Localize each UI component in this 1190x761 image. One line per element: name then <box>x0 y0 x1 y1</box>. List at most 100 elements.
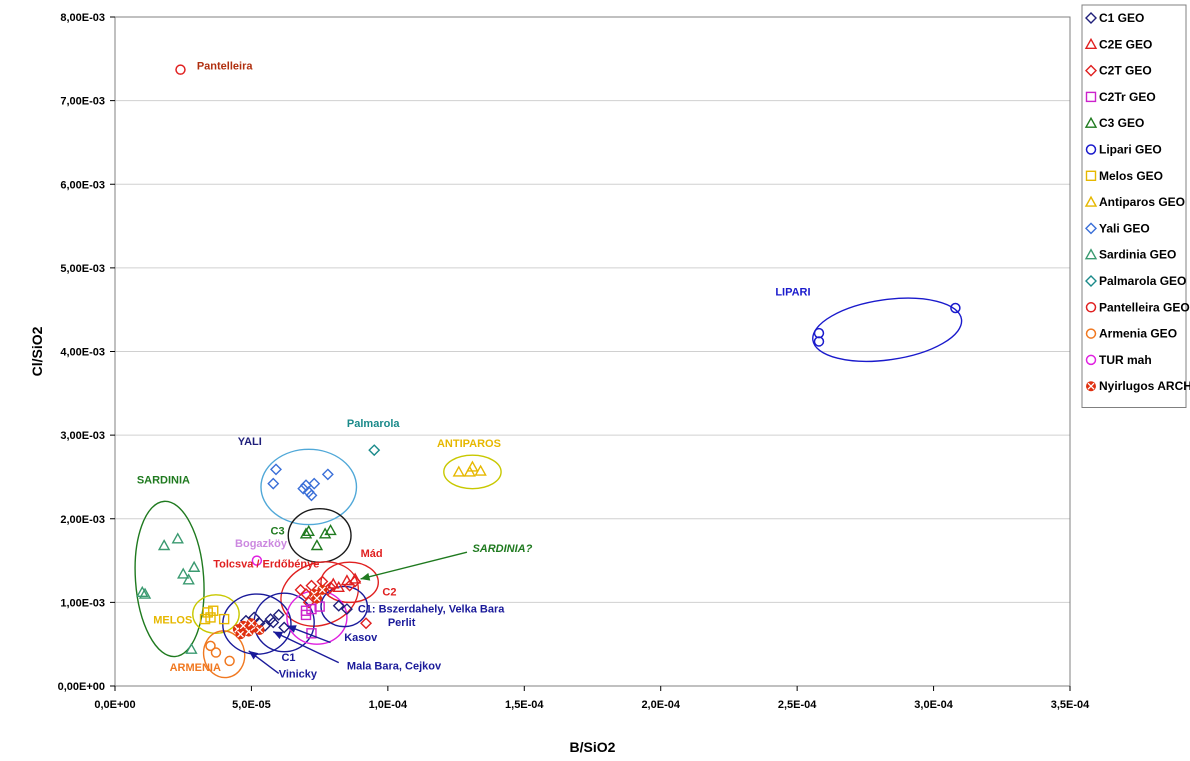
data-point-cross <box>256 626 264 634</box>
annotation-label: Tolcsva / Erdőbénye <box>213 558 319 570</box>
data-point <box>208 605 219 616</box>
data-point <box>308 477 321 490</box>
x-tick-label: 3,0E-04 <box>914 699 953 711</box>
arrow-head <box>360 572 371 581</box>
data-point <box>324 581 337 594</box>
data-point <box>360 617 373 630</box>
x-tick-label: 1,0E-04 <box>369 699 408 711</box>
legend-marker <box>1084 195 1098 207</box>
data-point <box>185 642 198 654</box>
data-point <box>813 336 825 347</box>
legend-label: C2Tr GEO <box>1099 90 1156 104</box>
data-point <box>205 640 216 652</box>
data-point <box>199 613 211 625</box>
legend-label: Antiparos GEO <box>1099 195 1185 209</box>
group-ellipse <box>287 508 352 563</box>
legend-label: C2T GEO <box>1099 64 1152 78</box>
data-point <box>218 613 230 625</box>
legend-label: Melos GEO <box>1099 169 1163 183</box>
data-point <box>368 444 381 457</box>
arrow-head <box>273 631 284 640</box>
data-point <box>318 527 332 539</box>
annotation-label: Palmarola <box>347 418 400 430</box>
group-ellipse <box>320 585 369 628</box>
data-point <box>297 482 310 495</box>
annotation-label: ANTIPAROS <box>437 438 501 450</box>
data-point <box>269 463 282 476</box>
data-point <box>177 567 190 579</box>
legend-marker <box>1085 91 1097 103</box>
annotation-label: Pantelleira <box>197 61 254 73</box>
x-tick-label: 2,5E-04 <box>778 699 817 711</box>
legend-label: TUR mah <box>1099 353 1152 367</box>
data-point <box>205 612 216 623</box>
data-point <box>299 527 313 539</box>
group-ellipse <box>134 500 205 658</box>
x-tick-label: 2,0E-04 <box>641 699 680 711</box>
legend-label: C3 GEO <box>1099 116 1144 130</box>
data-point-cross <box>239 622 247 630</box>
data-point <box>187 560 201 572</box>
legend-marker <box>1085 222 1097 235</box>
y-tick-label: 6,00E-03 <box>60 179 105 191</box>
legend-label: C2E GEO <box>1099 37 1152 51</box>
legend-marker <box>1085 354 1097 366</box>
y-tick-label: 8,00E-03 <box>60 12 105 24</box>
annotation-label: ARMENIA <box>170 662 221 674</box>
y-tick-label: 1,00E-03 <box>60 597 105 609</box>
data-point <box>171 532 184 544</box>
legend-marker <box>1084 116 1098 128</box>
legend-label: Yali GEO <box>1099 221 1150 235</box>
annotation-label: SARDINIA? <box>472 543 532 555</box>
data-point <box>306 603 317 615</box>
data-point-cross <box>318 586 326 594</box>
annotation-label: Mala Bara, Cejkov <box>347 660 442 672</box>
annotation-label: LIPARI <box>775 286 810 298</box>
legend-marker <box>1084 248 1098 260</box>
annotation-label: C3 <box>271 526 285 538</box>
data-point <box>300 609 312 621</box>
data-point <box>324 524 337 536</box>
data-point <box>175 64 186 75</box>
annotation-label: YALI <box>238 436 262 448</box>
legend-marker <box>1085 302 1097 313</box>
x-tick-label: 0,0E+00 <box>94 699 135 711</box>
y-tick-label: 0,00E+00 <box>58 681 105 693</box>
annotation-label: Vinicky <box>279 669 318 681</box>
data-point <box>138 587 152 599</box>
annotation-label: Bogazköy <box>235 538 288 550</box>
y-tick-label: 3,00E-03 <box>60 430 105 442</box>
group-ellipse <box>202 630 246 679</box>
data-point <box>267 616 280 629</box>
y-tick-label: 5,00E-03 <box>60 263 105 275</box>
annotation-arrow <box>272 631 340 664</box>
legend-marker <box>1085 170 1097 182</box>
data-point <box>466 460 479 472</box>
data-point <box>305 489 318 502</box>
data-point <box>340 603 353 616</box>
legend-label: Pantelleira GEO <box>1099 300 1190 314</box>
annotation-label: MELOS <box>153 614 192 626</box>
data-point <box>136 585 149 598</box>
annotation-label: SARDINIA <box>137 475 190 487</box>
legend-label: Lipari GEO <box>1099 143 1162 157</box>
legend-marker <box>1085 328 1097 339</box>
y-tick-label: 4,00E-03 <box>60 347 105 359</box>
data-point <box>294 583 307 596</box>
legend-box <box>1081 4 1187 408</box>
annotation-label: Perlit <box>388 617 416 629</box>
legend-label: C1 GEO <box>1099 11 1144 25</box>
group-ellipse <box>320 561 380 604</box>
data-point <box>259 619 272 632</box>
legend-marker <box>1085 12 1097 24</box>
data-point <box>950 302 961 314</box>
annotation-label: C2 <box>382 587 396 599</box>
data-point <box>302 596 315 609</box>
data-point <box>267 477 280 490</box>
legend-label: Nyirlugos ARCH <box>1099 379 1190 393</box>
annotation-label: Kasov <box>344 632 378 644</box>
legend-label: Palmarola GEO <box>1099 274 1186 288</box>
group-ellipse <box>260 448 358 526</box>
y-tick-label: 7,00E-03 <box>60 96 105 108</box>
